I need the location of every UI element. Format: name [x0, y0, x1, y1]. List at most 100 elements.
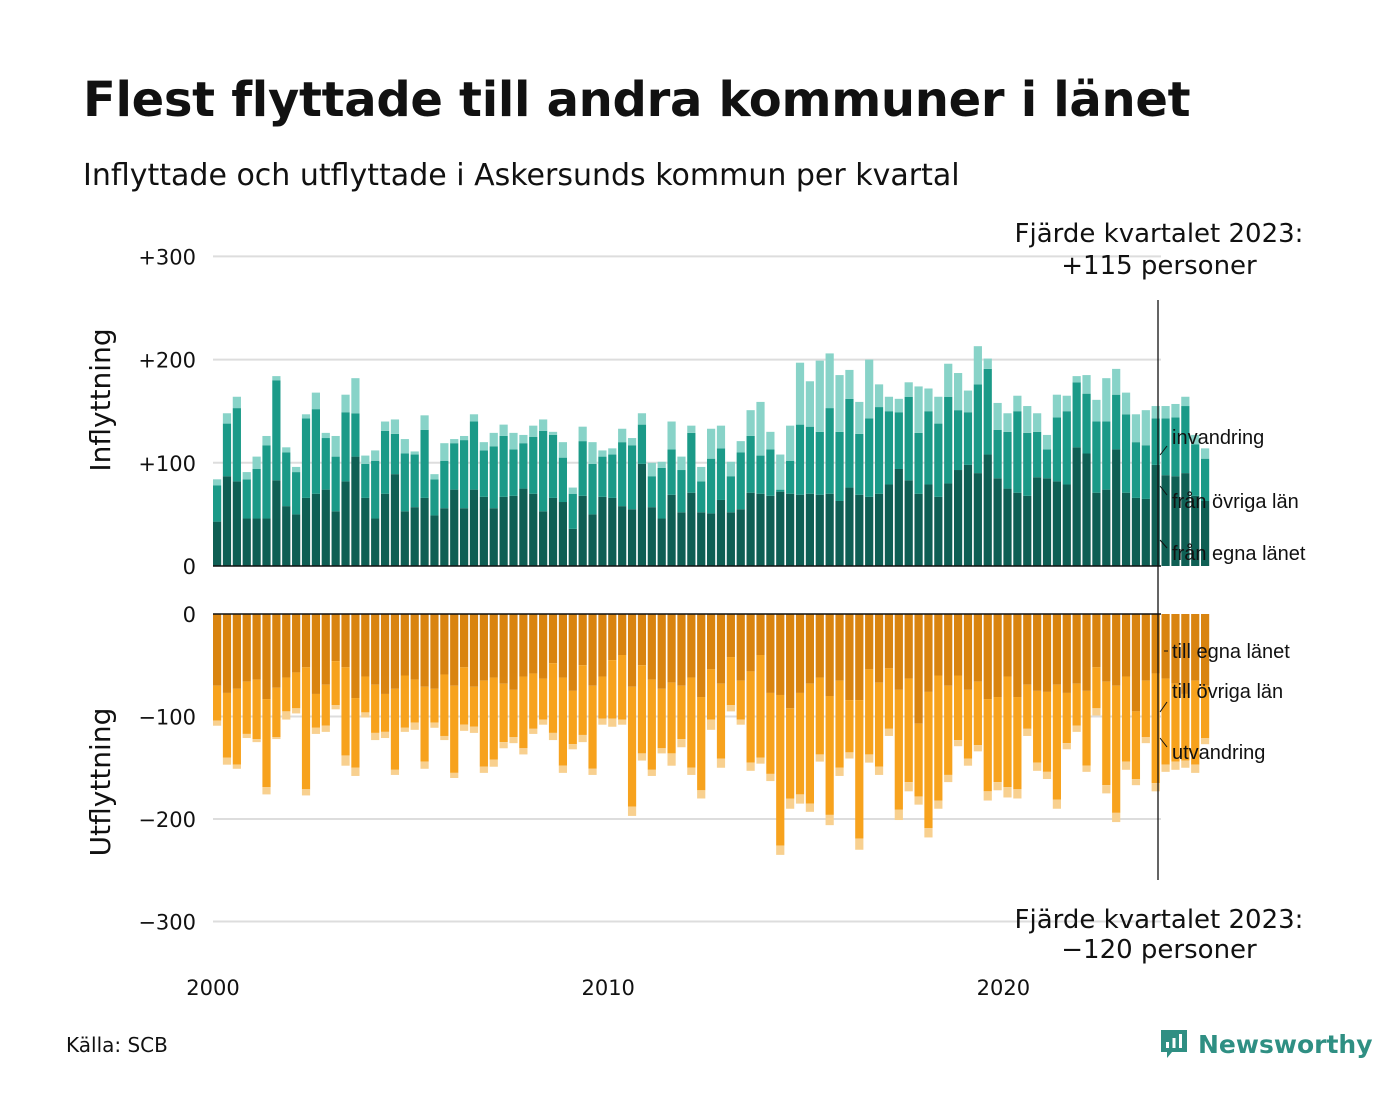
bar-segment — [1102, 490, 1110, 566]
bar-segment — [539, 419, 547, 430]
bar-segment — [450, 439, 458, 443]
bar-segment — [253, 457, 261, 469]
bar-segment — [322, 614, 330, 685]
bar-segment — [687, 678, 695, 768]
bar-segment — [835, 768, 843, 776]
bar-segment — [677, 512, 685, 566]
bar-segment — [569, 691, 577, 744]
bar-segment — [934, 801, 942, 809]
bar-segment — [411, 723, 419, 730]
bar-segment — [677, 457, 685, 470]
bar-segment — [835, 432, 843, 501]
bar-segment — [450, 443, 458, 489]
bar-segment — [628, 614, 636, 687]
bar-segment — [272, 480, 280, 566]
bar-segment — [371, 614, 379, 685]
bar-segment — [914, 724, 922, 797]
bar-segment — [608, 448, 616, 454]
bar-segment — [727, 462, 735, 476]
bar-segment — [648, 770, 656, 776]
bar-segment — [1053, 800, 1061, 809]
bar-segment — [1122, 393, 1130, 415]
bar-segment — [579, 735, 587, 742]
bar-segment — [875, 384, 883, 407]
bar-segment — [697, 790, 705, 798]
bar-segment — [332, 457, 340, 512]
series-label-till-egna-lanet: till egna länet — [1172, 641, 1290, 663]
bar-segment — [905, 679, 913, 783]
bar-segment — [994, 782, 1002, 790]
bar-segment — [500, 684, 508, 742]
bar-segment — [519, 489, 527, 566]
bar-segment — [292, 472, 300, 514]
bar-segment — [865, 669, 873, 754]
bar-segment — [292, 514, 300, 566]
bar-segment — [1073, 376, 1081, 382]
bar-segment — [855, 495, 863, 566]
bar-segment — [1082, 454, 1090, 566]
bar-segment — [381, 732, 389, 738]
x-tick-label: 2010 — [581, 976, 634, 1000]
bar-segment — [747, 493, 755, 566]
bar-segment — [658, 468, 666, 519]
bar-segment — [539, 614, 547, 679]
bar-segment — [756, 614, 764, 655]
bar-segment — [1082, 375, 1090, 394]
bar-segment — [588, 514, 596, 566]
bar-segment — [243, 472, 251, 479]
bar-segment — [302, 667, 310, 789]
bar-segment — [875, 683, 883, 767]
bar-segment — [1191, 444, 1199, 496]
bar-segment — [826, 696, 834, 815]
bar-segment — [1073, 726, 1081, 732]
bar-segment — [1092, 400, 1100, 422]
bar-segment — [826, 494, 834, 566]
bar-segment — [855, 434, 863, 495]
bar-segment — [1161, 406, 1169, 418]
bar-segment — [845, 700, 853, 752]
bar-segment — [1122, 493, 1130, 566]
bar-segment — [895, 412, 903, 469]
bar-segment — [667, 495, 675, 566]
bar-segment — [302, 418, 310, 497]
bar-segment — [233, 408, 241, 481]
bar-segment — [984, 359, 992, 369]
bar-segment — [648, 476, 656, 507]
bar-segment — [529, 614, 537, 673]
bar-segment — [1122, 414, 1130, 492]
bar-segment — [322, 490, 330, 566]
bar-segment — [648, 614, 656, 680]
bar-segment — [984, 369, 992, 455]
bar-segment — [292, 672, 300, 708]
bar-segment — [974, 745, 982, 751]
bar-segment — [1092, 667, 1100, 708]
bar-segment — [420, 614, 428, 687]
bar-segment — [747, 763, 755, 771]
bar-segment — [361, 464, 369, 498]
bar-segment — [440, 614, 448, 674]
bar-segment — [826, 408, 834, 494]
series-label-invandring: invandring — [1172, 427, 1264, 449]
bar-segment — [1102, 614, 1110, 682]
bar-segment — [371, 519, 379, 566]
bar-segment — [430, 479, 438, 515]
bar-segment — [440, 674, 448, 736]
bar-segment — [747, 614, 755, 671]
bar-segment — [618, 429, 626, 442]
bar-segment — [1043, 614, 1051, 692]
bar-segment — [914, 386, 922, 432]
bar-segment — [569, 614, 577, 691]
bar-segment — [628, 807, 636, 816]
bar-segment — [341, 412, 349, 481]
bar-segment — [954, 410, 962, 470]
bar-segment — [223, 476, 231, 566]
bar-segment — [420, 762, 428, 769]
bar-segment — [1171, 404, 1179, 417]
bar-segment — [450, 773, 458, 778]
x-tick-label: 2000 — [186, 976, 239, 1000]
bar-segment — [658, 614, 666, 689]
bar-segment — [924, 484, 932, 566]
bar-segment — [588, 614, 596, 686]
bar-segment — [1003, 489, 1011, 566]
bar-segment — [1132, 442, 1140, 498]
